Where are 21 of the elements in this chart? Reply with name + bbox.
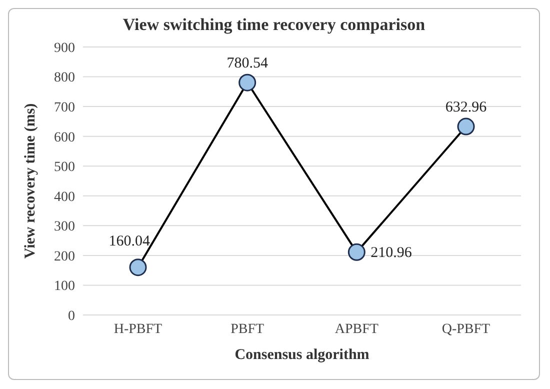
data-label: 780.54 [226, 56, 268, 72]
x-tick-label: APBFT [334, 322, 379, 337]
data-label: 632.96 [445, 100, 488, 116]
x-tick-label: Q-PBFT [442, 322, 491, 337]
y-tick-label: 100 [54, 279, 75, 294]
data-label: 210.96 [370, 245, 412, 262]
x-tick-label: H-PBFT [114, 322, 163, 337]
chart-title: View switching time recovery comparison [122, 15, 426, 35]
y-tick-label: 300 [54, 220, 75, 235]
y-axis-title: View recovery time (ms) [22, 103, 38, 259]
x-axis-title: Consensus algorithm [234, 347, 370, 363]
y-tick-label: 500 [54, 160, 75, 176]
y-tick-label: 200 [54, 249, 75, 264]
y-tick-label: 400 [54, 190, 75, 205]
data-label: 160.04 [108, 233, 150, 250]
y-tick-label: 800 [54, 70, 75, 86]
y-tick-label: 700 [54, 100, 75, 116]
y-tick-label: 0 [68, 308, 75, 324]
y-tick-label: 900 [54, 40, 75, 56]
y-tick-label: 600 [54, 130, 75, 146]
x-tick-label: PBFT [230, 322, 265, 337]
